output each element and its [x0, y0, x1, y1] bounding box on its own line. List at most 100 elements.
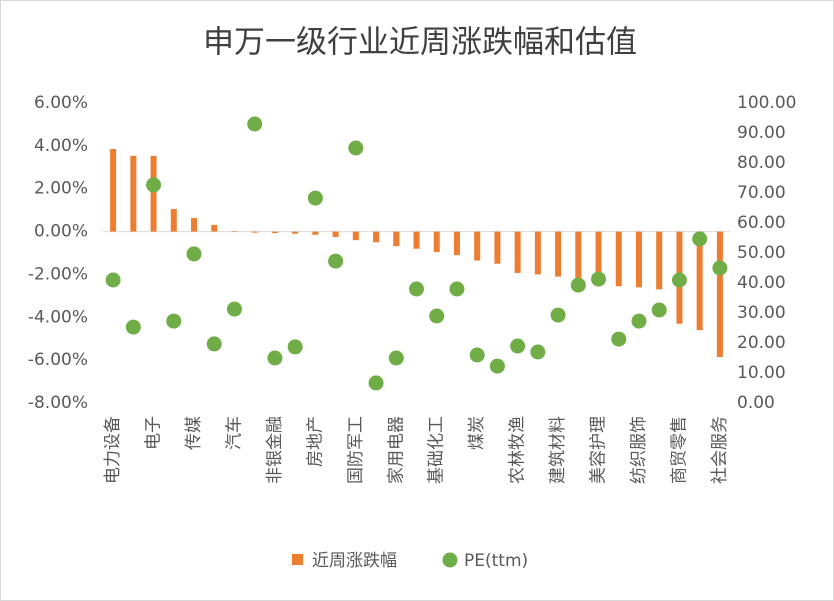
x-tick-label: 商贸零售 [669, 416, 689, 484]
bar [271, 231, 278, 234]
chart-title: 申万一级行业近周涨跌幅和估值 [203, 25, 637, 61]
bar [110, 149, 117, 232]
bar [595, 231, 602, 285]
point [368, 375, 384, 391]
x-tick-label: 纺织服饰 [629, 416, 649, 484]
point [186, 246, 202, 262]
y2-tick-label: 30.00 [737, 303, 786, 323]
point [611, 331, 627, 347]
y2-tick-label: 60.00 [737, 213, 786, 233]
legend-swatch [442, 552, 458, 568]
point [469, 347, 485, 363]
point [247, 116, 263, 132]
point [591, 271, 607, 287]
bar [373, 231, 380, 243]
point [105, 272, 121, 288]
bar [150, 155, 157, 232]
bar [332, 231, 339, 237]
x-tick-label: 房地产 [305, 416, 325, 467]
point [226, 301, 242, 317]
x-tick-label: 电力设备 [103, 416, 123, 484]
bar [292, 231, 299, 234]
point [692, 231, 708, 247]
bar [494, 231, 501, 264]
bar [555, 231, 562, 277]
point [287, 339, 303, 355]
bar [575, 231, 582, 281]
x-tick-label: 煤炭 [467, 416, 487, 450]
y2-tick-label: 90.00 [737, 123, 786, 143]
y2-tick-label: 20.00 [737, 333, 786, 353]
bar [413, 231, 420, 249]
bar [312, 231, 319, 235]
bar [453, 231, 460, 256]
y-tick-label: 2.00% [34, 179, 88, 199]
x-tick-label: 美容护理 [589, 416, 609, 484]
point [550, 307, 566, 323]
point [348, 140, 364, 156]
point [570, 277, 586, 293]
point [449, 281, 465, 297]
x-tick-label: 建筑材料 [548, 416, 568, 484]
bar [656, 231, 663, 290]
bar [635, 231, 642, 288]
point [328, 253, 344, 269]
y-tick-label: 0.00% [34, 222, 88, 242]
y-tick-label: 4.00% [34, 136, 88, 156]
x-tick-label: 农林牧渔 [508, 416, 528, 484]
bar [514, 231, 521, 273]
legend-label: 近周涨跌幅 [312, 551, 397, 571]
point [489, 358, 505, 374]
point [510, 338, 526, 354]
bar [170, 209, 177, 232]
point [146, 177, 162, 193]
y-tick-label: 6.00% [34, 93, 88, 113]
point [409, 281, 424, 297]
y2-tick-label: 40.00 [737, 273, 786, 293]
y-tick-label: -8.00% [28, 393, 88, 413]
bar [534, 231, 541, 275]
point [307, 190, 323, 206]
x-tick-label: 基础化工 [427, 416, 447, 484]
point [388, 350, 404, 366]
point [166, 313, 182, 329]
point [267, 350, 283, 366]
y2-tick-label: 80.00 [737, 153, 786, 173]
bar [130, 155, 137, 232]
bar [615, 231, 622, 287]
x-tick-label: 国防军工 [346, 416, 366, 484]
legend-label: PE(ttm) [464, 551, 528, 571]
x-tick-label: 非银金融 [265, 416, 285, 484]
bar [251, 231, 258, 233]
x-tick-label: 电子 [144, 416, 164, 450]
y2-tick-label: 70.00 [737, 183, 786, 203]
bar [211, 224, 218, 232]
bar [433, 231, 440, 252]
legend-swatch [292, 554, 303, 565]
x-tick-label: 传媒 [184, 416, 204, 450]
point [429, 308, 445, 324]
bar [352, 231, 359, 241]
bar [696, 231, 703, 331]
point [530, 344, 546, 360]
x-tick-label: 社会服务 [710, 416, 730, 484]
y2-tick-label: 100.00 [737, 93, 796, 113]
point [712, 260, 728, 276]
bar [474, 231, 481, 261]
bar [393, 231, 400, 247]
y2-tick-label: 0.00 [737, 393, 775, 413]
point [125, 319, 141, 335]
y-tick-label: -2.00% [28, 264, 88, 284]
point [631, 313, 647, 329]
x-tick-label: 家用电器 [386, 416, 406, 484]
y-tick-label: -4.00% [28, 307, 88, 327]
point [651, 302, 667, 318]
bar [716, 231, 723, 357]
y2-tick-label: 10.00 [737, 363, 786, 383]
point [206, 336, 222, 352]
bar [231, 231, 238, 232]
point [671, 272, 687, 288]
